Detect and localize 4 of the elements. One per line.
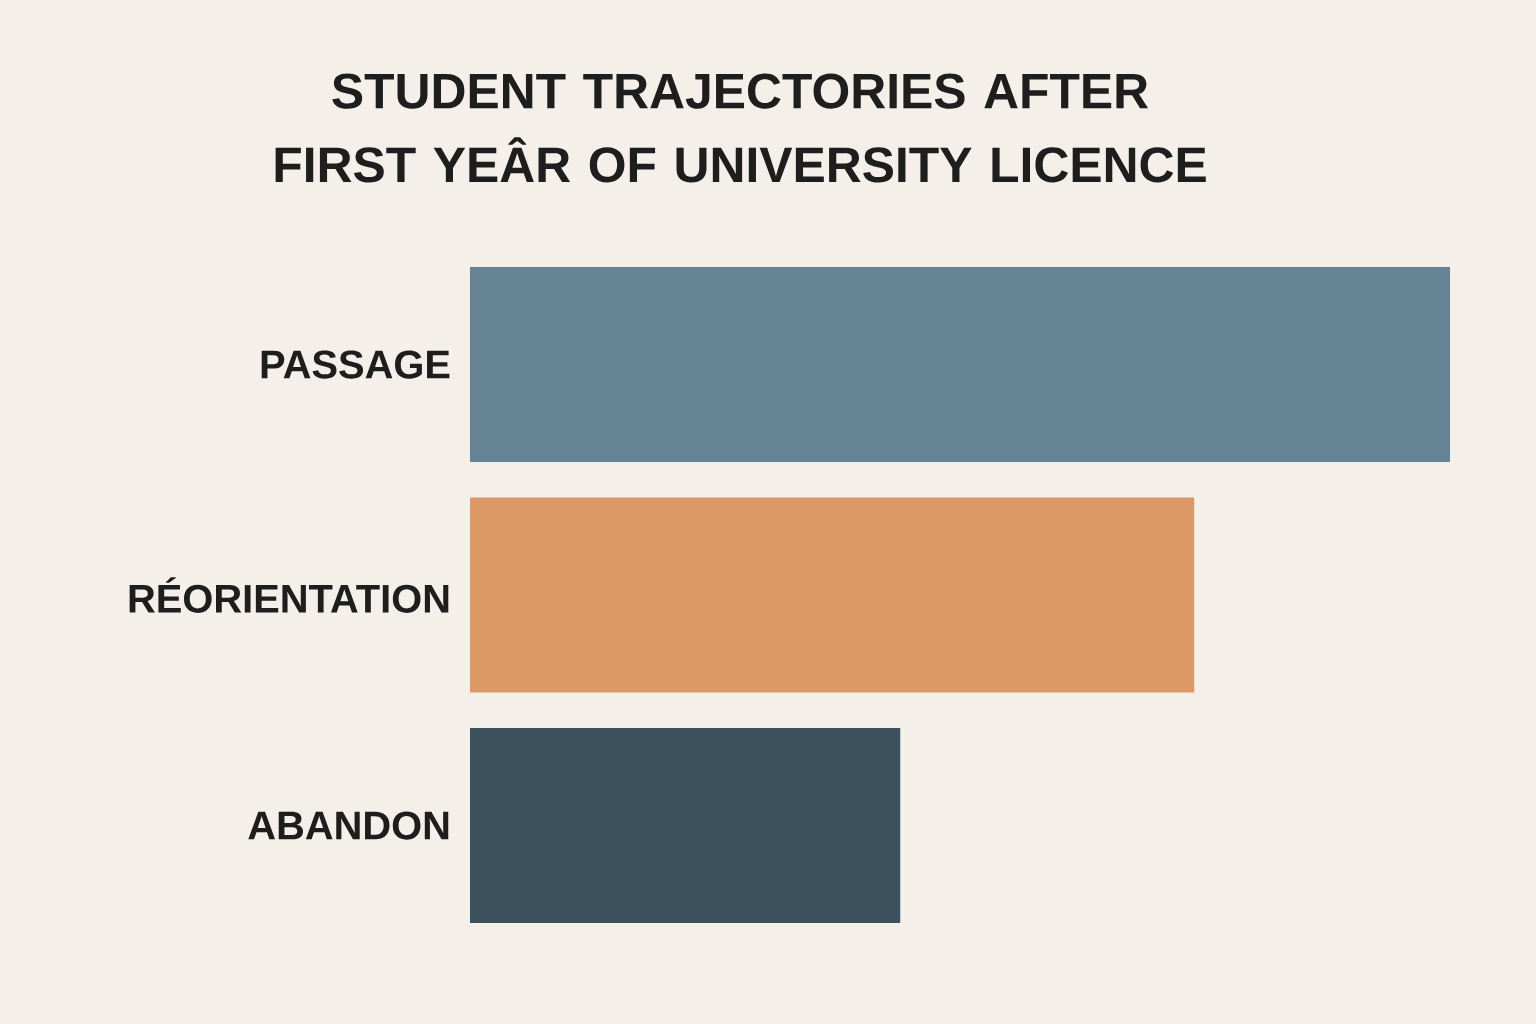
y-tick-label: PASSAGE [261, 350, 450, 379]
y-tick-label: ABANDON [248, 811, 449, 840]
y-tick-label: RÉORIENTATION [129, 577, 449, 613]
chart-title: STUDENT TRAJECTORIES AFTER FIRST YEÂR OF UNIVERSITY LICENCE [275, 73, 1206, 183]
